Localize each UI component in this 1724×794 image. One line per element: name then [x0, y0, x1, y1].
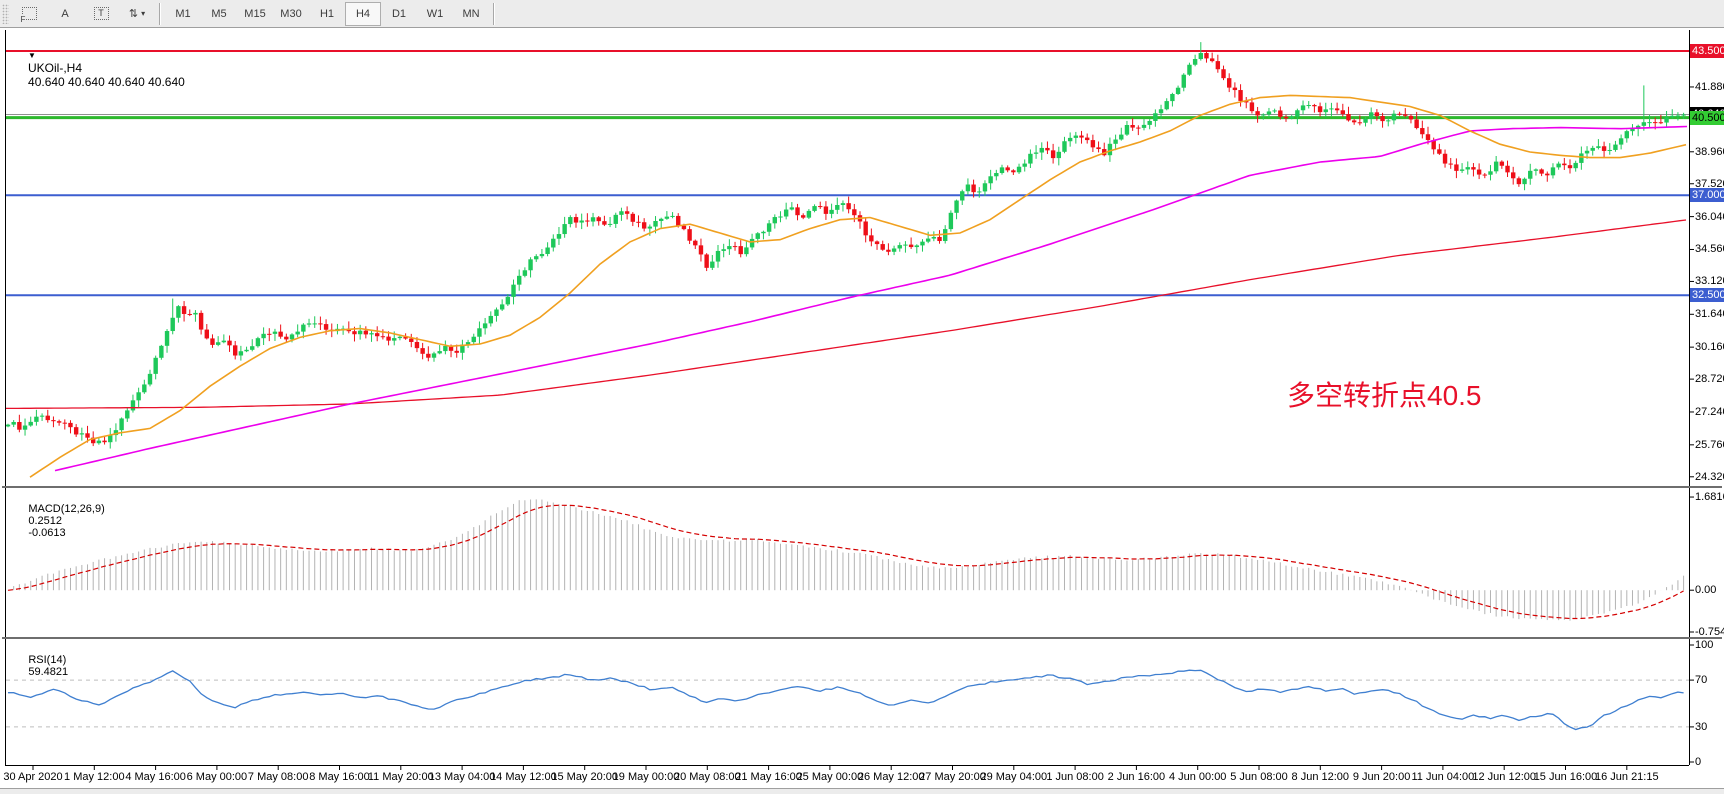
timeframe-button-m15[interactable]: M15: [244, 7, 266, 20]
timeframe-button-mn[interactable]: MN: [462, 7, 480, 20]
text-t-button[interactable]: T: [83, 2, 119, 26]
chart-title: ▼ UKOil-,H4 40.640 40.640 40.640 40.640: [8, 33, 185, 103]
chart-text-annotation: 多空转折点40.5: [1287, 380, 1482, 411]
time-axis-label: 11 May 20:00: [367, 771, 434, 783]
time-axis-label: 2 Jun 16:00: [1107, 771, 1166, 783]
timeframe-button-m30[interactable]: M30: [280, 7, 302, 20]
time-axis-label: 26 May 12:00: [857, 771, 925, 783]
time-axis-label: 13 May 04:00: [428, 771, 496, 783]
time-axis-label: 14 May 12:00: [490, 771, 557, 783]
rsi-value: 59.4821: [28, 666, 69, 678]
time-axis-label: 4 Jun 00:00: [1168, 771, 1227, 783]
cursor-a-button[interactable]: A: [47, 2, 83, 26]
chart-ohlc-values: 40.640 40.640 40.640 40.640: [28, 75, 185, 89]
ma-mid-magenta: [54, 125, 1688, 472]
rsi-indicator-header: RSI(14) 59.4821: [10, 642, 68, 690]
time-axis-label: 20 May 08:00: [673, 771, 741, 783]
dropdown-caret-icon: ▾: [141, 9, 146, 18]
price-tick-label: 37.520: [1695, 177, 1724, 190]
time-axis-label: 29 May 04:00: [980, 771, 1048, 783]
price-tick-label: 30.160: [1695, 341, 1724, 354]
time-axis-label: 15 May 20:00: [551, 771, 619, 783]
collapse-arrow-icon[interactable]: ▼: [28, 51, 36, 60]
price-tick-label: 24.320: [1695, 470, 1724, 483]
time-axis-label: 8 Jun 12:00: [1291, 771, 1350, 783]
time-axis-label: 21 May 16:00: [735, 771, 802, 783]
grid-f-icon: F: [20, 7, 37, 24]
macd-tick-label: -0.7544: [1695, 625, 1724, 638]
macd-tick-label: 0.00: [1695, 584, 1717, 597]
rsi-tick-label: 70: [1695, 674, 1708, 687]
time-axis-label: 11 Jun 04:00: [1411, 771, 1475, 783]
time-axis-label: 9 Jun 20:00: [1352, 771, 1411, 783]
time-axis-label: 19 May 00:00: [612, 771, 680, 783]
toolbar: F A T ⇅ ▾ M1 M5 M15 M30 H1 H4 D1 W1 MN: [0, 0, 1724, 28]
price-level-badge: 40.500: [1690, 110, 1724, 125]
macd-indicator-header: MACD(12,26,9) 0.2512 -0.0613: [10, 491, 105, 551]
macd-tick-label: 1.6816: [1695, 491, 1724, 504]
macd-signal-value: -0.0613: [28, 527, 66, 539]
price-tick-label: 28.720: [1695, 373, 1724, 386]
price-tick-label: 27.240: [1695, 405, 1724, 418]
time-axis-label: 4 May 16:00: [125, 771, 186, 783]
ma-slow-red: [6, 219, 1687, 410]
time-axis-label: 1 Jun 08:00: [1046, 771, 1104, 783]
chart-symbol-period: UKOil-,H4: [28, 61, 83, 75]
time-axis-label: 1 May 12:00: [64, 771, 125, 783]
arrange-symbols-button[interactable]: ⇅ ▾: [119, 2, 155, 26]
timeframe-button-h4[interactable]: H4: [345, 1, 381, 26]
time-axis-label: 5 Jun 08:00: [1230, 771, 1288, 783]
time-axis-label: 27 May 20:00: [919, 771, 986, 783]
time-axis-label: 8 May 16:00: [309, 771, 370, 783]
price-tick-label: 31.640: [1695, 308, 1724, 321]
window-bottom-edge: [0, 788, 1724, 794]
time-axis-label: 30 Apr 2020: [3, 771, 63, 783]
toolbar-grip[interactable]: [2, 3, 9, 24]
time-axis-label: 25 May 00:00: [796, 771, 864, 783]
toolbar-separator: [159, 2, 161, 25]
indicator-f-button[interactable]: F: [11, 2, 47, 26]
price-tick-label: 41.880: [1695, 80, 1724, 93]
macd-signal-line: [7, 504, 1684, 620]
rsi-tick-label: 30: [1695, 720, 1708, 733]
price-tick-label: 25.760: [1695, 438, 1724, 451]
timeframe-button-w1[interactable]: W1: [426, 7, 444, 20]
rsi-tick-label: 0: [1695, 756, 1702, 768]
time-axis-label: 16 Jun 21:15: [1594, 771, 1659, 783]
letter-a-icon: A: [61, 7, 69, 20]
chart-plot-area[interactable]: [0, 28, 1724, 794]
timeframe-button-m1[interactable]: M1: [175, 7, 191, 20]
macd-layer: [7, 499, 1685, 621]
text-t-icon: T: [93, 7, 109, 20]
time-axis-label: 6 May 00:00: [186, 771, 248, 783]
sort-arrows-icon: ⇅: [128, 8, 139, 20]
toolbar-separator: [493, 2, 495, 25]
ma-fast-orange: [29, 94, 1687, 478]
chart-window[interactable]: ▼ UKOil-,H4 40.640 40.640 40.640 40.640 …: [0, 28, 1724, 788]
candles-layer: [6, 42, 1686, 449]
timeframe-button-m5[interactable]: M5: [211, 7, 227, 20]
price-level-badge: 43.500: [1690, 44, 1724, 58]
pane-divider[interactable]: [2, 486, 1722, 488]
rsi-label: RSI(14): [28, 654, 67, 666]
timeframe-button-h1[interactable]: H1: [319, 7, 335, 20]
time-axis-label: 15 Jun 16:00: [1533, 771, 1598, 783]
time-axis-label: 7 May 08:00: [247, 771, 309, 783]
price-tick-label: 33.120: [1695, 275, 1724, 288]
rsi-line: [8, 669, 1684, 731]
price-level-badge: 32.500: [1690, 288, 1724, 303]
rsi-tick-label: 100: [1695, 639, 1714, 651]
price-level-badge: 37.000: [1690, 188, 1724, 203]
pane-divider[interactable]: [2, 637, 1722, 639]
macd-main-value: 0.2512: [28, 515, 62, 527]
time-axis-label: 12 Jun 12:00: [1472, 771, 1536, 783]
macd-label: MACD(12,26,9): [28, 503, 105, 515]
price-tick-label: 34.560: [1695, 243, 1724, 256]
timeframe-button-d1[interactable]: D1: [391, 7, 407, 20]
timeframe-button-group: M1 M5 M15 M30 H1 H4 D1 W1 MN: [165, 1, 489, 26]
price-tick-label: 36.040: [1695, 210, 1724, 223]
price-tick-label: 38.960: [1695, 145, 1724, 158]
